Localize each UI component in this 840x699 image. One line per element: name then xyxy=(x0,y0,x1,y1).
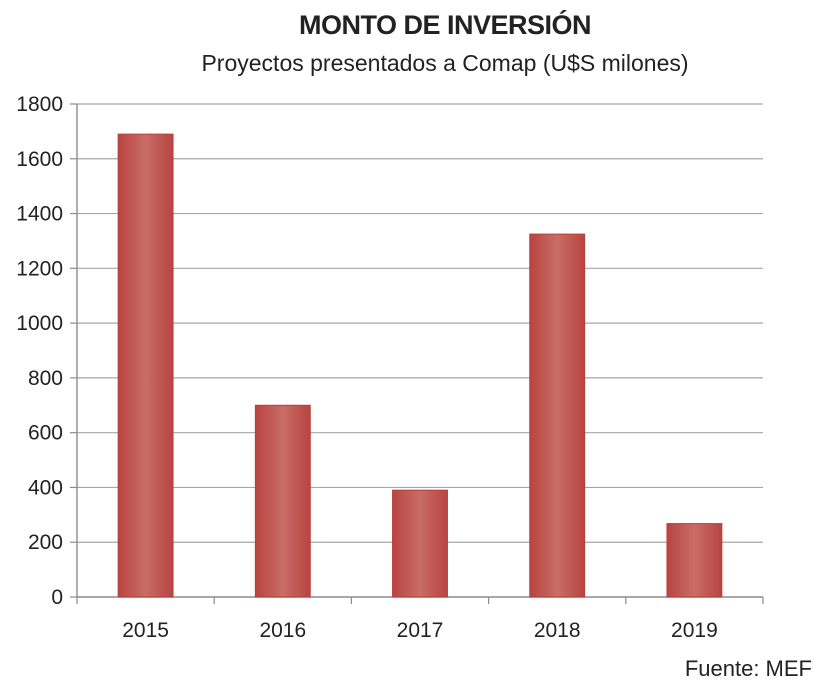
x-tick-label: 2015 xyxy=(122,619,169,642)
y-tick-label: 1200 xyxy=(16,257,63,280)
y-tick-label: 1400 xyxy=(16,203,63,226)
x-tick-label: 2018 xyxy=(534,619,581,642)
gridlines xyxy=(77,103,763,543)
source-note: Fuente: MEF xyxy=(684,656,812,681)
bar-2018 xyxy=(529,233,586,598)
y-tick-label: 800 xyxy=(28,367,63,390)
bars xyxy=(117,133,723,598)
y-tick-label: 200 xyxy=(28,531,63,554)
bar-2015 xyxy=(117,133,174,598)
y-tick-label: 600 xyxy=(28,422,63,445)
y-tick-label: 400 xyxy=(28,476,63,499)
chart-title: MONTO DE INVERSIÓN xyxy=(298,10,592,40)
y-tick-label: 0 xyxy=(51,586,63,609)
y-tick-label: 1000 xyxy=(16,312,63,335)
tick-labels: 0 200 400 600 800 1000 1200 1400 1600 1800 2015 201… xyxy=(16,93,717,642)
chart-subtitle: Proyectos presentados a Comap (U$S milon… xyxy=(201,50,689,76)
bar-2017 xyxy=(392,489,448,598)
bar-2019 xyxy=(666,523,723,598)
bar-2016 xyxy=(254,404,311,598)
y-tick-label: 1800 xyxy=(16,93,63,116)
x-tick-label: 2019 xyxy=(671,619,718,642)
y-tick-label: 1600 xyxy=(16,148,63,171)
x-tick-label: 2016 xyxy=(259,619,306,642)
x-tick-label: 2017 xyxy=(397,619,444,642)
